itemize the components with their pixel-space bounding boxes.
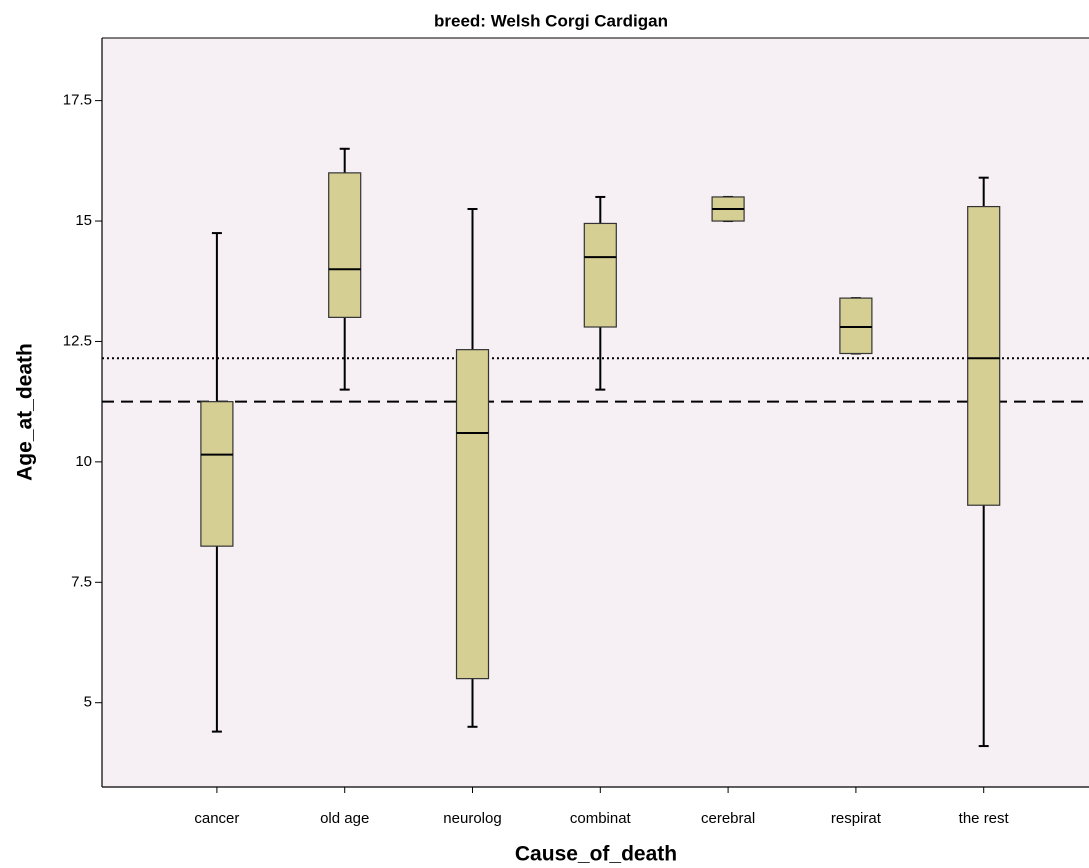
y-tick-label: 7.5 [71,573,92,590]
box [583,222,617,328]
box [839,297,873,355]
x-tick-label: cerebral [701,810,755,827]
y-axis-title: Age_at_death [14,343,37,481]
box [967,205,1001,506]
x-tick-label: combinat [570,810,632,827]
x-tick-label: neurolog [443,810,501,827]
box [200,401,234,547]
y-tick-label: 10 [75,453,92,470]
x-tick-label: the rest [959,810,1010,827]
box [328,172,362,318]
x-tick-label: cancer [194,810,239,827]
y-tick-label: 12.5 [63,332,92,349]
x-tick-label: old age [320,810,369,827]
box [455,349,490,680]
x-axis-title: Cause_of_death [515,843,677,866]
y-tick-label: 5 [84,694,92,711]
chart-title: breed: Welsh Corgi Cardigan [434,11,668,30]
plot-background [102,38,1089,787]
y-tick-label: 17.5 [63,92,92,109]
y-tick-label: 15 [75,212,92,229]
x-tick-label: respirat [831,810,882,827]
